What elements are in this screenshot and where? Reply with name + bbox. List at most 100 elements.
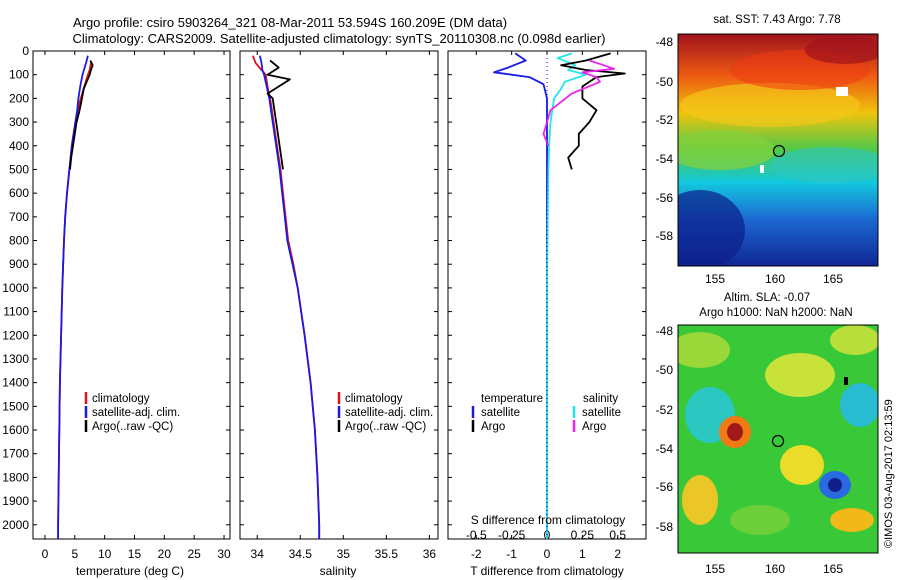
x-tick-label: 5 xyxy=(71,547,78,561)
sst-xtick: 155 xyxy=(705,272,725,286)
depth-tick-label: 1900 xyxy=(2,494,29,508)
sla-map-xticks: 155 160 165 xyxy=(705,562,843,576)
depth-tick-label: 0 xyxy=(22,44,29,58)
depth-tick-label: 100 xyxy=(9,68,29,82)
title-line-1: Argo profile: csiro 5903264_321 08-Mar-2… xyxy=(73,15,507,30)
x-tick-label-salinity: -0.5 xyxy=(466,528,487,542)
x-tick-label: 30 xyxy=(217,547,231,561)
sst-ytick: -48 xyxy=(656,35,674,49)
depth-tick-label: 1600 xyxy=(2,423,29,437)
satellite-adj-clim-line xyxy=(57,55,89,539)
depth-tick-label: 400 xyxy=(9,139,29,153)
x-tick-label-temperature: -1 xyxy=(506,547,517,561)
x-tick-label-salinity: 0.25 xyxy=(571,528,595,542)
sst-map-xticks: 155 160 165 xyxy=(705,272,843,286)
depth-tick-label: 1200 xyxy=(2,328,29,342)
x-tick-label: 10 xyxy=(98,547,112,561)
sla-map xyxy=(678,325,878,553)
x-tick-label: 35 xyxy=(337,547,351,561)
sst-map-frame xyxy=(677,33,879,267)
x-tick-label-temperature: 0 xyxy=(544,547,551,561)
sst-xtick: 165 xyxy=(823,272,843,286)
legend-label-s-argo: Argo xyxy=(582,421,606,433)
depth-tick-label: 700 xyxy=(9,210,29,224)
depth-tick-label: 1000 xyxy=(2,281,29,295)
legend-label-climatology: climatology xyxy=(92,393,150,405)
depth-tick-label: 1500 xyxy=(2,399,29,413)
depth-tick-label: 500 xyxy=(9,162,29,176)
sla-map-title-1: Altim. SLA: -0.07 xyxy=(724,292,810,304)
argo-raw-qc-line xyxy=(69,60,94,170)
x-tick-label-temperature: 2 xyxy=(614,547,621,561)
depth-tick-label: 1400 xyxy=(2,376,29,390)
depth-tick-label: 1700 xyxy=(2,447,29,461)
salinity-xlabel: salinity xyxy=(320,564,357,578)
sst-ytick: -58 xyxy=(656,229,674,243)
legend-label-argo: Argo(..raw -QC) xyxy=(345,421,426,433)
sla-ytick: -50 xyxy=(656,363,674,377)
sla-ytick: -54 xyxy=(656,442,674,456)
sst-map-yticks: -48 -50 -52 -54 -56 -58 xyxy=(656,35,674,243)
temperature-xlabel: temperature (deg C) xyxy=(76,564,184,578)
data-series xyxy=(57,52,626,539)
sst-ytick: -56 xyxy=(656,191,674,205)
salinity-satellite-line xyxy=(546,52,587,539)
depth-tick-label: 2000 xyxy=(2,518,29,532)
sla-ytick: -56 xyxy=(656,480,674,494)
climatology-line xyxy=(252,55,321,539)
x-tick-label: 20 xyxy=(158,547,172,561)
sst-xtick: 160 xyxy=(765,272,785,286)
temperature-panel-frame xyxy=(32,50,231,540)
axis-ticks: 0100200300400500600700800900100011001200… xyxy=(2,44,646,561)
sst-ytick: -54 xyxy=(656,152,674,166)
difference-legend: temperature salinity satellite Argo sate… xyxy=(471,393,621,433)
sla-argo-location xyxy=(771,434,785,448)
legend-label-satellite: satellite-adj. clim. xyxy=(345,407,433,419)
depth-tick-label: 1300 xyxy=(2,352,29,366)
x-tick-label: 36 xyxy=(423,547,437,561)
depth-tick-label: 900 xyxy=(9,257,29,271)
legend-label-t-argo: Argo xyxy=(481,421,505,433)
sst-ytick: -52 xyxy=(656,113,674,127)
sst-map xyxy=(678,34,878,266)
temperature-argo-line xyxy=(560,52,626,170)
sla-map-title-2: Argo h1000: NaN h2000: NaN xyxy=(699,307,852,319)
x-tick-label-temperature: 1 xyxy=(579,547,586,561)
temperature-satellite-line xyxy=(493,52,548,539)
sla-ytick: -58 xyxy=(656,520,674,534)
x-tick-label: 34 xyxy=(251,547,265,561)
x-tick-label-salinity: 0.5 xyxy=(609,528,626,542)
legend-label-satellite: satellite-adj. clim. xyxy=(92,407,180,419)
title-line-2: Climatology: CARS2009. Satellite-adjuste… xyxy=(72,31,605,46)
sla-xtick: 155 xyxy=(705,562,725,576)
x-tick-label: 0 xyxy=(42,547,49,561)
temperature-legend: climatology satellite-adj. clim. Argo(..… xyxy=(84,392,180,433)
difference-xlabel: T difference from climatology xyxy=(470,564,624,578)
x-tick-label: 15 xyxy=(128,547,142,561)
legend-header-temperature: temperature xyxy=(481,393,543,405)
sst-map-title: sat. SST: 7.43 Argo: 7.78 xyxy=(713,14,840,26)
legend-label-argo: Argo(..raw -QC) xyxy=(92,421,173,433)
sst-ytick: -50 xyxy=(656,75,674,89)
x-tick-label: 35.5 xyxy=(375,547,399,561)
sla-map-frame xyxy=(677,324,879,554)
sst-argo-location xyxy=(772,144,786,158)
depth-tick-label: 1100 xyxy=(3,305,29,319)
salinity-legend: climatology satellite-adj. clim. Argo(..… xyxy=(337,392,433,433)
depth-tick-label: 200 xyxy=(9,91,29,105)
depth-tick-label: 600 xyxy=(9,186,29,200)
x-tick-label-salinity: -0.25 xyxy=(498,528,526,542)
watermark: ©IMOS 03-Aug-2017 02:13:59 xyxy=(883,399,895,548)
x-tick-label-temperature: -2 xyxy=(471,547,482,561)
legend-label-s-satellite: satellite xyxy=(582,407,621,419)
sla-xtick: 165 xyxy=(823,562,843,576)
legend-header-salinity: salinity xyxy=(583,393,618,405)
argo-raw-qc-line xyxy=(266,59,291,170)
legend-label-t-satellite: satellite xyxy=(481,407,520,419)
salinity-argo-line xyxy=(542,59,616,147)
legend-label-climatology: climatology xyxy=(345,393,403,405)
x-tick-label: 34.5 xyxy=(289,547,313,561)
difference-xlabel-salinity: S difference from climatology xyxy=(471,513,626,527)
sla-ytick: -48 xyxy=(656,324,674,338)
